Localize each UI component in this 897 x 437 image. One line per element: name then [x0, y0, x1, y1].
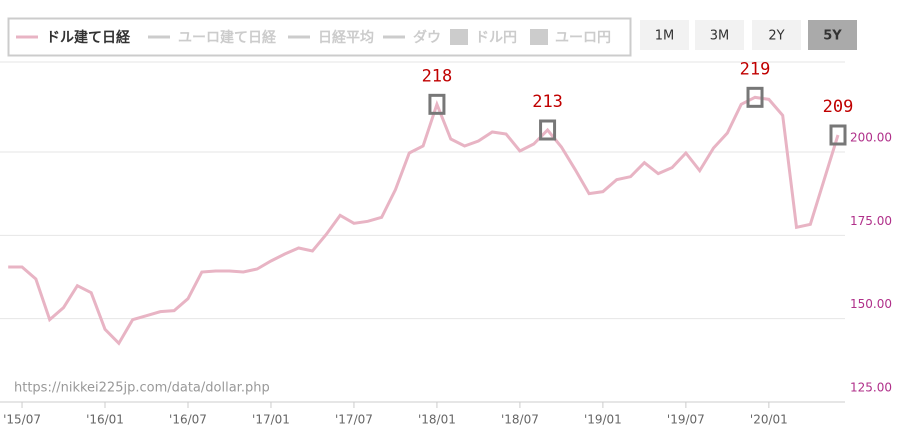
range-button[interactable]	[752, 20, 801, 50]
range-button-label[interactable]: 5Y	[823, 29, 842, 44]
x-tick-label: '20/01	[750, 413, 788, 427]
x-tick-label: '19/01	[584, 413, 622, 427]
annotation-marker	[746, 86, 764, 108]
range-button-label[interactable]: 2Y	[768, 29, 784, 44]
annotation-marker	[829, 124, 847, 146]
legend-label[interactable]: ドル建て日経	[46, 29, 131, 46]
legend-label[interactable]: 日経平均	[318, 29, 374, 46]
annotation-marker	[428, 93, 446, 115]
annotation-label: 219	[740, 59, 771, 79]
annotation-label: 209	[823, 97, 854, 117]
range-button[interactable]	[640, 20, 689, 50]
data-line	[8, 95, 840, 346]
range-button[interactable]	[808, 20, 857, 50]
range-button-label[interactable]: 3M	[710, 29, 730, 44]
range-button-label[interactable]: 1M	[655, 29, 675, 44]
x-tick-label: '18/01	[418, 413, 456, 427]
legend-label[interactable]: ユーロ円	[555, 30, 611, 46]
legend-box-icon	[530, 29, 548, 45]
legend-label[interactable]: ユーロ建て日経	[178, 29, 277, 46]
x-tick-label: '15/07	[3, 413, 41, 427]
legend-box-icon	[450, 29, 468, 45]
y-tick-label: 125.00	[850, 381, 892, 395]
annotation-label: 218	[422, 66, 453, 86]
source-text: https://nikkei225jp.com/data/dollar.php	[14, 381, 270, 396]
legend-label[interactable]: ダウ	[413, 29, 441, 46]
y-tick-label: 175.00	[850, 214, 892, 228]
legend-label[interactable]: ドル円	[475, 30, 517, 46]
range-button[interactable]	[695, 20, 744, 50]
x-tick-label: '16/07	[169, 413, 207, 427]
x-tick-label: '18/07	[501, 413, 539, 427]
annotation-marker	[539, 119, 557, 141]
annotation-label: 213	[532, 92, 563, 112]
y-tick-label: 150.00	[850, 297, 892, 311]
x-tick-label: '19/07	[667, 413, 705, 427]
x-tick-label: '17/01	[252, 413, 290, 427]
x-tick-label: '17/07	[335, 413, 373, 427]
legend-box	[7, 17, 632, 57]
y-tick-label: 200.00	[850, 131, 892, 145]
x-tick-label: '16/01	[86, 413, 124, 427]
